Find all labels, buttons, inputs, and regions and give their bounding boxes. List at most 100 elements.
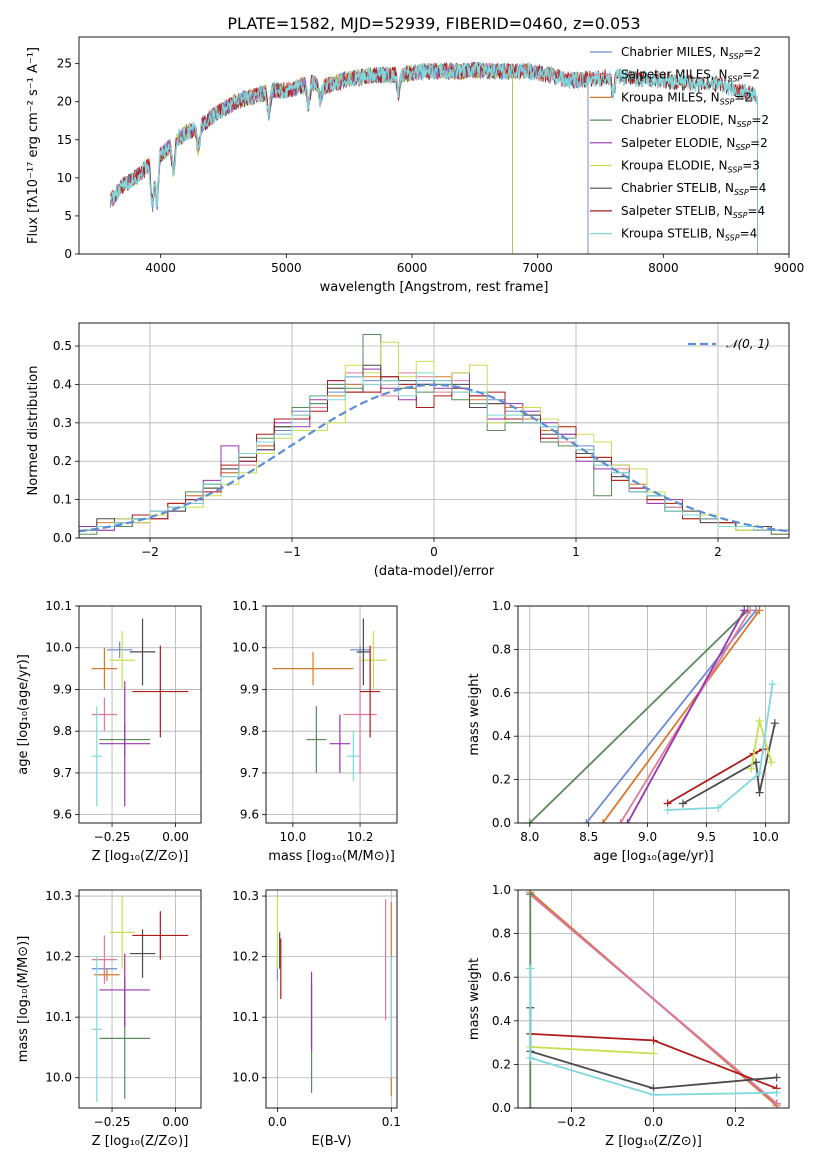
ebv_mass-xlabel: E(B-V) — [311, 1134, 351, 1149]
age_weight-ytick-label: 0.6 — [492, 686, 511, 700]
z_mass-ytick-label: 10.0 — [45, 1071, 72, 1085]
z_weight-xtick-label: 0.2 — [726, 1115, 745, 1129]
errorbar-point-kroupa-miles — [272, 651, 354, 686]
mass_age-ytick-label: 9.8 — [240, 724, 259, 738]
legend-entry: Chabrier ELODIE, NSSP=2 — [621, 113, 769, 129]
weight-marker — [616, 819, 625, 823]
spectrum-legend: Chabrier MILES, NSSP=2 Salpeter MILES, NS… — [590, 45, 769, 243]
residuals-xlabel: (data-model)/error — [374, 564, 495, 579]
legend-entry: Salpeter ELODIE, NSSP=2 — [621, 136, 768, 152]
mass_age-ytick-label: 10.1 — [232, 599, 259, 613]
spectrum-ytick-label: 15 — [57, 133, 72, 147]
weight-marker — [755, 769, 764, 778]
weight-marker — [755, 788, 764, 797]
errorbar-point-salpeter-miles — [91, 697, 118, 732]
ebv_mass-ytick-label: 10.0 — [232, 1071, 259, 1085]
age_weight-plot-area — [525, 606, 779, 823]
weight-marker — [582, 819, 591, 823]
ebv_mass-xtick-label: 0.0 — [268, 1115, 287, 1129]
z_weight-frame — [517, 889, 790, 1109]
weight-marker — [526, 1104, 535, 1108]
spectrum-xtick-label: 4000 — [145, 261, 176, 275]
residuals-ytick-label: 0.3 — [53, 416, 72, 430]
errorbar-point-kroupa-elodie — [109, 631, 135, 690]
mass_age-ytick-label: 9.7 — [240, 766, 259, 780]
weight-marker — [649, 1036, 658, 1045]
spectrum-panel: 4000 5000 6000 7000 8000 9000 0 5 10 15 20 25 wavele… — [26, 36, 805, 295]
z_mass-ylabel: mass [log₁₀(M/M⊙)] — [16, 936, 31, 1063]
weight-series-kroupa-miles — [598, 606, 764, 823]
spectrum-xtick-label: 6000 — [397, 261, 428, 275]
spectrum-ylabel: Flux [fλ10⁻¹⁷ erg cm⁻² s⁻¹ A⁻¹] — [26, 47, 41, 244]
z_weight-xtick-label: −0.2 — [557, 1115, 586, 1129]
z_age-ytick-label: 10.0 — [45, 641, 72, 655]
normal-curve — [79, 383, 789, 533]
mass_age-ytick-label: 10.0 — [232, 641, 259, 655]
errorbar-point-salpeter-elodie — [329, 714, 350, 773]
weight-line — [682, 723, 776, 805]
errorbar-point-chabrier-elodie — [306, 706, 327, 773]
age_weight-xtick-label: 10.0 — [752, 830, 779, 844]
legend-entry: Kroupa ELODIE, NSSP=3 — [621, 159, 760, 175]
errorbar-point-salpeter-elodie — [99, 681, 151, 807]
z_mass-ytick-label: 10.1 — [45, 1010, 72, 1024]
age_weight-panel: 8.0 8.5 9.0 9.5 10.0 0.0 0.2 0.4 0.6 0.8 1.0 age [l… — [467, 599, 790, 864]
errorbar-point-kroupa-stelib — [346, 731, 361, 782]
age_weight-ytick-label: 0.8 — [492, 642, 511, 656]
z_mass-frame — [78, 889, 202, 1109]
residuals-panel: −2 −1 0 1 2 0.0 0.1 0.2 0.3 0.4 0.5 (data-model)/er… — [26, 322, 790, 579]
spectrum-ytick-label: 5 — [64, 209, 72, 223]
figure-title: PLATE=1582, MJD=52939, FIBERID=0460, z=0… — [227, 14, 640, 33]
weight-marker — [649, 1049, 658, 1058]
age_weight-ytick-label: 0.0 — [492, 816, 511, 830]
weight-marker — [623, 819, 632, 823]
z_age-ytick-label: 9.9 — [53, 682, 72, 696]
weight-marker — [768, 680, 777, 689]
z_age-ytick-label: 9.8 — [53, 724, 72, 738]
legend-entry: Kroupa MILES, NSSP=2 — [621, 90, 752, 106]
residuals-ytick-label: 0.1 — [53, 493, 72, 507]
residuals-xtick-label: 0 — [430, 545, 438, 559]
ebv_mass-frame — [265, 889, 398, 1109]
mass_age-panel: 10.0 10.2 9.6 9.7 9.8 9.9 10.0 10.1 mass [log₁₀(… — [232, 599, 398, 864]
spectrum-xtick-label: 9000 — [774, 261, 805, 275]
errorbar-point-salpeter-stelib — [360, 645, 381, 738]
spectrum-ytick-label: 25 — [57, 57, 72, 71]
z_age-ylabel: age [log₁₀(age/yr)] — [16, 654, 31, 775]
weight-marker — [649, 1090, 658, 1099]
weight-marker — [755, 606, 764, 615]
errorbar-point-chabrier-stelib — [129, 618, 156, 686]
errorbar-point-kroupa-elodie — [109, 896, 135, 969]
z_weight-ytick-label: 0.8 — [492, 927, 511, 941]
errorbar-point-salpeter-stelib — [132, 645, 189, 738]
spectrum-ytick-label: 0 — [64, 247, 72, 261]
weight-line — [602, 609, 761, 823]
residuals-ytick-label: 0.2 — [53, 454, 72, 468]
spectrum-ytick-label: 20 — [57, 95, 72, 109]
z_mass-ytick-label: 10.2 — [45, 950, 72, 964]
spectrum-frame — [78, 36, 790, 255]
z_weight-ytick-label: 0.0 — [492, 1101, 511, 1115]
ebv_mass-ytick-label: 10.1 — [232, 1010, 259, 1024]
ebv_mass-xtick-label: 0.1 — [382, 1115, 401, 1129]
z_mass-plot-area — [91, 896, 189, 1102]
weight-series-chabrier-stelib — [678, 719, 779, 808]
spectrum-xtick-label: 8000 — [648, 261, 679, 275]
z_weight-ytick-label: 0.4 — [492, 1014, 511, 1028]
z_age-ytick-label: 9.6 — [53, 808, 72, 822]
residuals-ytick-label: 0.5 — [53, 339, 72, 353]
weight-marker — [772, 1088, 781, 1097]
weight-line — [626, 609, 745, 823]
spectrum-plot-area — [109, 61, 758, 254]
mass_age-plot-area — [272, 618, 387, 782]
weight-marker — [752, 758, 761, 767]
ebv_mass-plot-area — [276, 896, 392, 1096]
residuals-xtick-label: −1 — [283, 545, 301, 559]
ebv_mass-ytick-label: 10.3 — [232, 889, 259, 903]
legend-entry: Salpeter STELIB, NSSP=4 — [621, 204, 765, 220]
weight-marker — [663, 805, 672, 814]
mass_age-frame — [265, 605, 398, 824]
errorbar-point-kroupa-stelib — [91, 706, 102, 807]
z_weight-xtick-label: 0.0 — [644, 1115, 663, 1129]
weight-marker — [740, 606, 749, 615]
